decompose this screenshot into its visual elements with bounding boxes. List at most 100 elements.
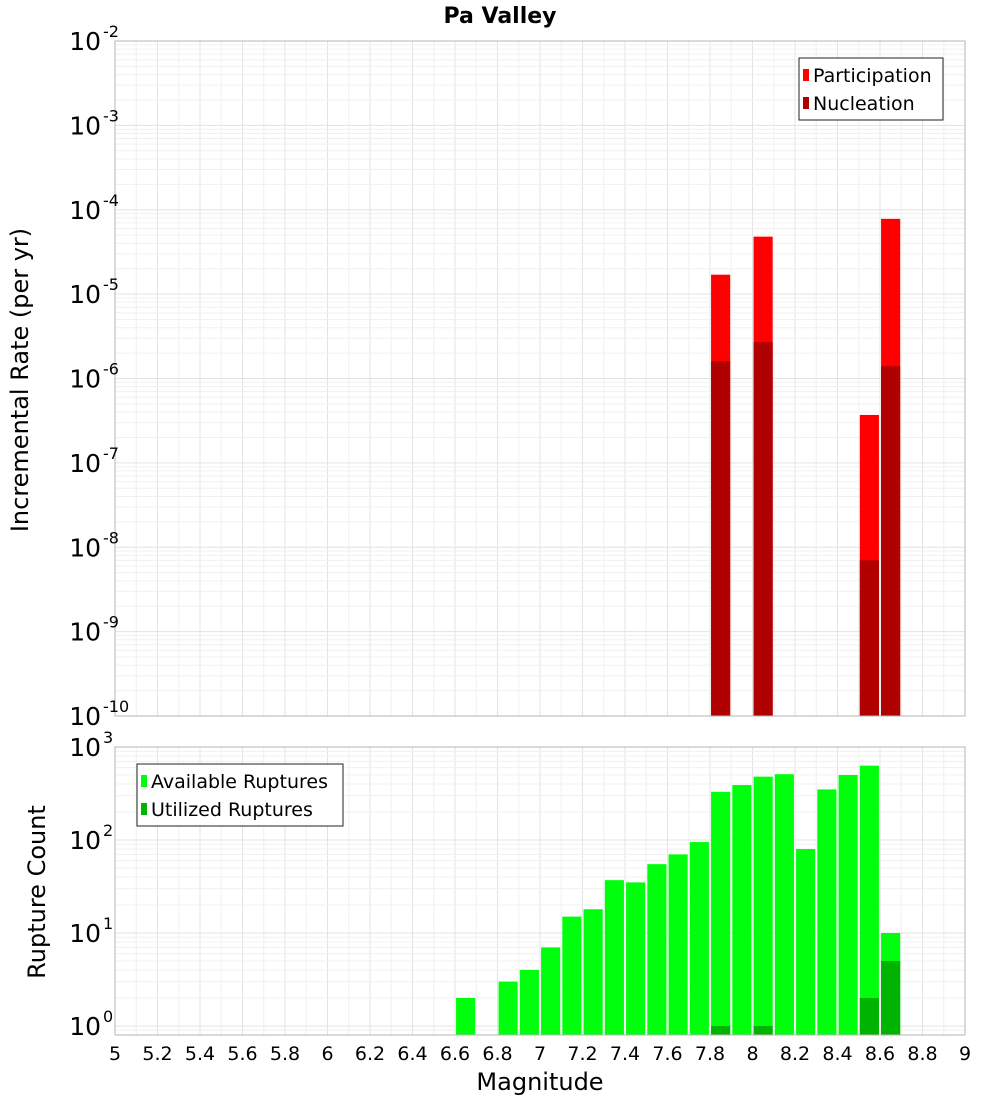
x-tick-label: 7.2 bbox=[567, 1043, 597, 1065]
bottom-legend: Available Ruptures Utilized Ruptures bbox=[136, 763, 344, 827]
chart-title: Pa Valley bbox=[443, 4, 556, 29]
bar bbox=[753, 342, 773, 716]
bar bbox=[562, 916, 582, 1035]
top-y-axis-title: Incremental Rate (per yr) bbox=[6, 228, 34, 532]
bar bbox=[881, 960, 901, 1035]
x-tick-label: 7.8 bbox=[695, 1043, 725, 1065]
bar bbox=[859, 560, 879, 716]
bar bbox=[711, 361, 731, 716]
bar bbox=[498, 981, 518, 1035]
x-tick-label: 8.8 bbox=[907, 1043, 937, 1065]
y-tick-exponent: 0 bbox=[103, 1007, 113, 1026]
bar bbox=[689, 842, 709, 1035]
bottom-bars bbox=[456, 765, 901, 1035]
legend-label: Available Ruptures bbox=[151, 771, 328, 793]
y-tick-label: 10 bbox=[69, 826, 101, 855]
y-tick-exponent: -10 bbox=[103, 697, 129, 716]
y-tick-exponent: -5 bbox=[103, 275, 119, 294]
y-tick-exponent: 3 bbox=[103, 728, 113, 747]
x-tick-label: 8.2 bbox=[780, 1043, 810, 1065]
bar bbox=[796, 849, 816, 1035]
x-tick-label: 6.8 bbox=[482, 1043, 512, 1065]
x-tick-label: 5.8 bbox=[270, 1043, 300, 1065]
y-tick-exponent: 1 bbox=[103, 914, 113, 933]
bar bbox=[817, 789, 837, 1035]
y-tick-exponent: -8 bbox=[103, 528, 119, 547]
y-tick-label: 10 bbox=[69, 1012, 101, 1041]
bar bbox=[668, 854, 688, 1035]
y-tick-label: 10 bbox=[69, 618, 101, 647]
y-tick-label: 10 bbox=[69, 27, 101, 56]
legend-box bbox=[136, 763, 344, 827]
x-tick-label: 8.6 bbox=[865, 1043, 895, 1065]
bar bbox=[859, 765, 879, 1035]
bar bbox=[838, 774, 858, 1035]
x-tick-label: 7.4 bbox=[610, 1043, 640, 1065]
y-tick-label: 10 bbox=[69, 702, 101, 731]
y-tick-exponent: -2 bbox=[103, 22, 119, 41]
bottom-y-axis-title: Rupture Count bbox=[23, 805, 51, 979]
y-tick-exponent: -7 bbox=[103, 444, 119, 463]
bar bbox=[626, 882, 646, 1035]
bar bbox=[732, 785, 752, 1035]
bar bbox=[456, 997, 476, 1035]
top-bars bbox=[711, 218, 901, 716]
x-tick-labels: 5 5.2 5.4 5.6 5.8 6 6.2 6.4 6.6 6.8 7 7.2 7.4 7.6 7.8 8… bbox=[109, 1043, 971, 1065]
bar bbox=[604, 880, 624, 1035]
x-tick-label: 7 bbox=[534, 1043, 546, 1065]
legend-box bbox=[798, 57, 944, 121]
bar bbox=[774, 774, 794, 1035]
y-tick-label: 10 bbox=[69, 280, 101, 309]
x-tick-label: 6 bbox=[321, 1043, 333, 1065]
bar bbox=[541, 947, 561, 1035]
legend-swatch bbox=[803, 97, 809, 109]
x-tick-label: 7.6 bbox=[652, 1043, 682, 1065]
bar bbox=[881, 366, 901, 716]
legend-swatch bbox=[803, 69, 809, 81]
legend-label: Participation bbox=[813, 65, 932, 87]
bar bbox=[753, 776, 773, 1035]
bar bbox=[711, 791, 731, 1035]
x-tick-label: 5.2 bbox=[142, 1043, 172, 1065]
bar bbox=[583, 909, 603, 1035]
x-tick-label: 5 bbox=[109, 1043, 121, 1065]
x-tick-label: 8 bbox=[746, 1043, 758, 1065]
legend-swatch bbox=[141, 775, 147, 787]
x-tick-label: 6.6 bbox=[440, 1043, 470, 1065]
bar bbox=[711, 1025, 731, 1035]
top-plot-frame bbox=[114, 40, 966, 717]
y-tick-label: 10 bbox=[69, 919, 101, 948]
y-tick-label: 10 bbox=[69, 111, 101, 140]
y-tick-exponent: -3 bbox=[103, 106, 119, 125]
bottom-plot-frame bbox=[114, 746, 966, 1036]
top-legend: Participation Nucleation bbox=[798, 57, 944, 121]
x-tick-label: 6.4 bbox=[397, 1043, 427, 1065]
x-tick-label: 6.2 bbox=[355, 1043, 385, 1065]
legend-label: Utilized Ruptures bbox=[151, 799, 313, 821]
bar bbox=[519, 969, 539, 1035]
y-tick-label: 10 bbox=[69, 365, 101, 394]
bar bbox=[647, 864, 667, 1035]
y-tick-label: 10 bbox=[69, 449, 101, 478]
y-tick-label: 10 bbox=[69, 533, 101, 562]
bar bbox=[753, 1025, 773, 1035]
x-tick-label: 8.4 bbox=[822, 1043, 852, 1065]
x-axis-title: Magnitude bbox=[476, 1068, 603, 1096]
legend-label: Nucleation bbox=[813, 93, 915, 115]
x-tick-label: 5.4 bbox=[185, 1043, 215, 1065]
x-tick-label: 9 bbox=[959, 1043, 971, 1065]
top-gridlines bbox=[114, 40, 966, 717]
y-tick-label: 10 bbox=[69, 196, 101, 225]
y-tick-exponent: -4 bbox=[103, 191, 119, 210]
bar bbox=[859, 997, 879, 1035]
y-tick-exponent: -9 bbox=[103, 613, 119, 632]
y-tick-exponent: -6 bbox=[103, 360, 119, 379]
x-tick-label: 5.6 bbox=[227, 1043, 257, 1065]
y-tick-exponent: 2 bbox=[103, 821, 113, 840]
y-tick-label: 10 bbox=[69, 733, 101, 762]
